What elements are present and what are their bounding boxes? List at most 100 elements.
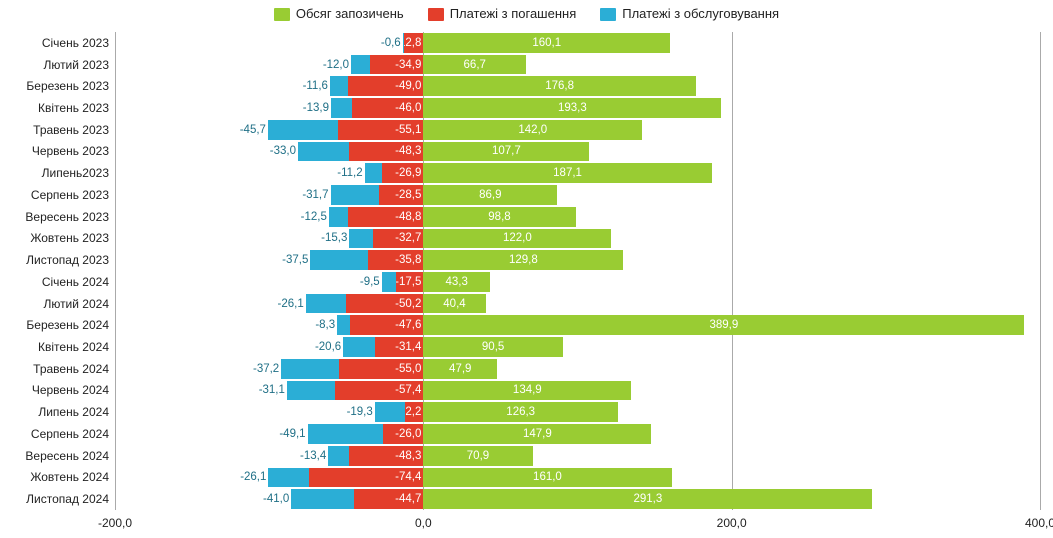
bar-row: Червень 2024134,9-57,4-31,1 xyxy=(115,380,1040,402)
value-label-borrowing: 70,9 xyxy=(467,450,489,462)
bar-row: Квітень 202490,5-31,4-20,6 xyxy=(115,336,1040,358)
bar-servicing xyxy=(268,120,338,140)
bar-servicing xyxy=(268,468,308,488)
y-category-label: Лютий 2024 xyxy=(43,297,115,311)
y-category-label: Липень 2024 xyxy=(38,405,115,419)
value-label-servicing: -13,9 xyxy=(303,102,329,114)
value-label-borrowing: 389,9 xyxy=(709,319,738,331)
bar-row: Лютий 202440,4-50,2-26,1 xyxy=(115,293,1040,315)
value-label-borrowing: 98,8 xyxy=(488,211,510,223)
bar-row: Травень 202447,9-55,0-37,2 xyxy=(115,358,1040,380)
value-label-repayment: -55,1 xyxy=(395,124,421,136)
y-category-label: Серпень 2024 xyxy=(31,427,115,441)
bar-row: Жовтень 2023122,0-32,7-15,3 xyxy=(115,228,1040,250)
value-label-repayment: -48,8 xyxy=(395,211,421,223)
y-category-label: Квітень 2024 xyxy=(38,340,115,354)
value-label-borrowing: 161,0 xyxy=(533,471,562,483)
y-category-label: Червень 2024 xyxy=(32,383,115,397)
value-label-servicing: -11,6 xyxy=(303,80,328,92)
value-label-repayment: -47,6 xyxy=(395,319,421,331)
value-label-borrowing: 291,3 xyxy=(633,493,662,505)
bar-row: Травень 2023142,0-55,1-45,7 xyxy=(115,119,1040,141)
bar-servicing xyxy=(298,142,349,162)
value-label-servicing: -9,5 xyxy=(360,276,380,288)
plot-area: Січень 2023160,1-12,8-0,6Лютий 202366,7-… xyxy=(115,32,1040,510)
legend-label: Платежі з обслуговування xyxy=(622,6,779,21)
bar-servicing xyxy=(337,315,350,335)
value-label-borrowing: 160,1 xyxy=(532,37,561,49)
bar-row: Вересень 202398,8-48,8-12,5 xyxy=(115,206,1040,228)
bar-row: Листопад 2024291,3-44,7-41,0 xyxy=(115,488,1040,510)
value-label-borrowing: 176,8 xyxy=(545,80,574,92)
legend-label: Обсяг запозичень xyxy=(296,6,404,21)
y-category-label: Січень 2023 xyxy=(42,36,115,50)
y-category-label: Жовтень 2024 xyxy=(30,470,115,484)
y-category-label: Квітень 2023 xyxy=(38,101,115,115)
y-category-label: Серпень 2023 xyxy=(31,188,115,202)
bar-servicing xyxy=(349,229,373,249)
y-category-label: Травень 2024 xyxy=(33,362,115,376)
bar-servicing xyxy=(351,55,370,75)
bar-row: Липень 2024126,3-12,2-19,3 xyxy=(115,401,1040,423)
legend-item: Платежі з обслуговування xyxy=(600,6,779,21)
bar-servicing xyxy=(291,489,354,509)
x-tick-label: -200,0 xyxy=(98,516,132,530)
value-label-borrowing: 142,0 xyxy=(518,124,547,136)
value-label-borrowing: 107,7 xyxy=(492,145,521,157)
value-label-borrowing: 90,5 xyxy=(482,341,504,353)
value-label-servicing: -49,1 xyxy=(279,428,305,440)
value-label-repayment: -32,7 xyxy=(395,232,421,244)
value-label-servicing: -37,2 xyxy=(253,363,279,375)
value-label-repayment: -48,3 xyxy=(395,450,421,462)
x-tick-label: 400,0 xyxy=(1025,516,1053,530)
value-label-repayment: -50,2 xyxy=(395,298,421,310)
bar-row: Жовтень 2024161,0-74,4-26,1 xyxy=(115,467,1040,489)
value-label-servicing: -26,1 xyxy=(240,471,266,483)
y-category-label: Березень 2024 xyxy=(26,318,115,332)
value-label-borrowing: 126,3 xyxy=(506,406,535,418)
value-label-repayment: -31,4 xyxy=(395,341,421,353)
value-label-borrowing: 187,1 xyxy=(553,167,582,179)
value-label-repayment: -26,0 xyxy=(395,428,421,440)
y-category-label: Листопад 2023 xyxy=(26,253,115,267)
y-category-label: Липень2023 xyxy=(42,166,115,180)
x-tick-label: 0,0 xyxy=(415,516,432,530)
bar-servicing xyxy=(287,381,335,401)
value-label-borrowing: 43,3 xyxy=(446,276,468,288)
value-label-servicing: -31,1 xyxy=(259,384,285,396)
y-category-label: Червень 2023 xyxy=(32,144,115,158)
value-label-servicing: -15,3 xyxy=(321,232,347,244)
bar-servicing xyxy=(365,163,382,183)
legend-swatch xyxy=(600,8,616,21)
value-label-borrowing: 47,9 xyxy=(449,363,471,375)
value-label-servicing: -11,2 xyxy=(337,167,362,179)
bar-servicing xyxy=(308,424,384,444)
bar-row: Червень 2023107,7-48,3-33,0 xyxy=(115,141,1040,163)
value-label-servicing: -41,0 xyxy=(263,493,289,505)
value-label-repayment: -48,3 xyxy=(395,145,421,157)
legend-swatch xyxy=(274,8,290,21)
value-label-borrowing: 193,3 xyxy=(558,102,587,114)
value-label-borrowing: 129,8 xyxy=(509,254,538,266)
value-label-borrowing: 147,9 xyxy=(523,428,552,440)
y-category-label: Листопад 2024 xyxy=(26,492,115,506)
bar-servicing xyxy=(329,207,348,227)
value-label-repayment: -17,5 xyxy=(395,276,421,288)
x-tick-label: 200,0 xyxy=(717,516,747,530)
y-category-label: Вересень 2023 xyxy=(25,210,115,224)
bar-servicing xyxy=(343,337,375,357)
value-label-repayment: -28,5 xyxy=(395,189,421,201)
bar-servicing xyxy=(281,359,338,379)
value-label-repayment: -57,4 xyxy=(395,384,421,396)
value-label-repayment: -49,0 xyxy=(395,80,421,92)
diverging-bar-chart: Обсяг запозичень Платежі з погашення Плате… xyxy=(0,0,1053,538)
bar-row: Листопад 2023129,8-35,8-37,5 xyxy=(115,249,1040,271)
y-category-label: Травень 2023 xyxy=(33,123,115,137)
value-label-servicing: -0,6 xyxy=(381,37,401,49)
bar-servicing xyxy=(403,33,404,53)
legend-label: Платежі з погашення xyxy=(450,6,577,21)
bar-row: Січень 2023160,1-12,8-0,6 xyxy=(115,32,1040,54)
legend-swatch xyxy=(428,8,444,21)
value-label-repayment: -26,9 xyxy=(395,167,421,179)
bar-row: Березень 2023176,8-49,0-11,6 xyxy=(115,75,1040,97)
